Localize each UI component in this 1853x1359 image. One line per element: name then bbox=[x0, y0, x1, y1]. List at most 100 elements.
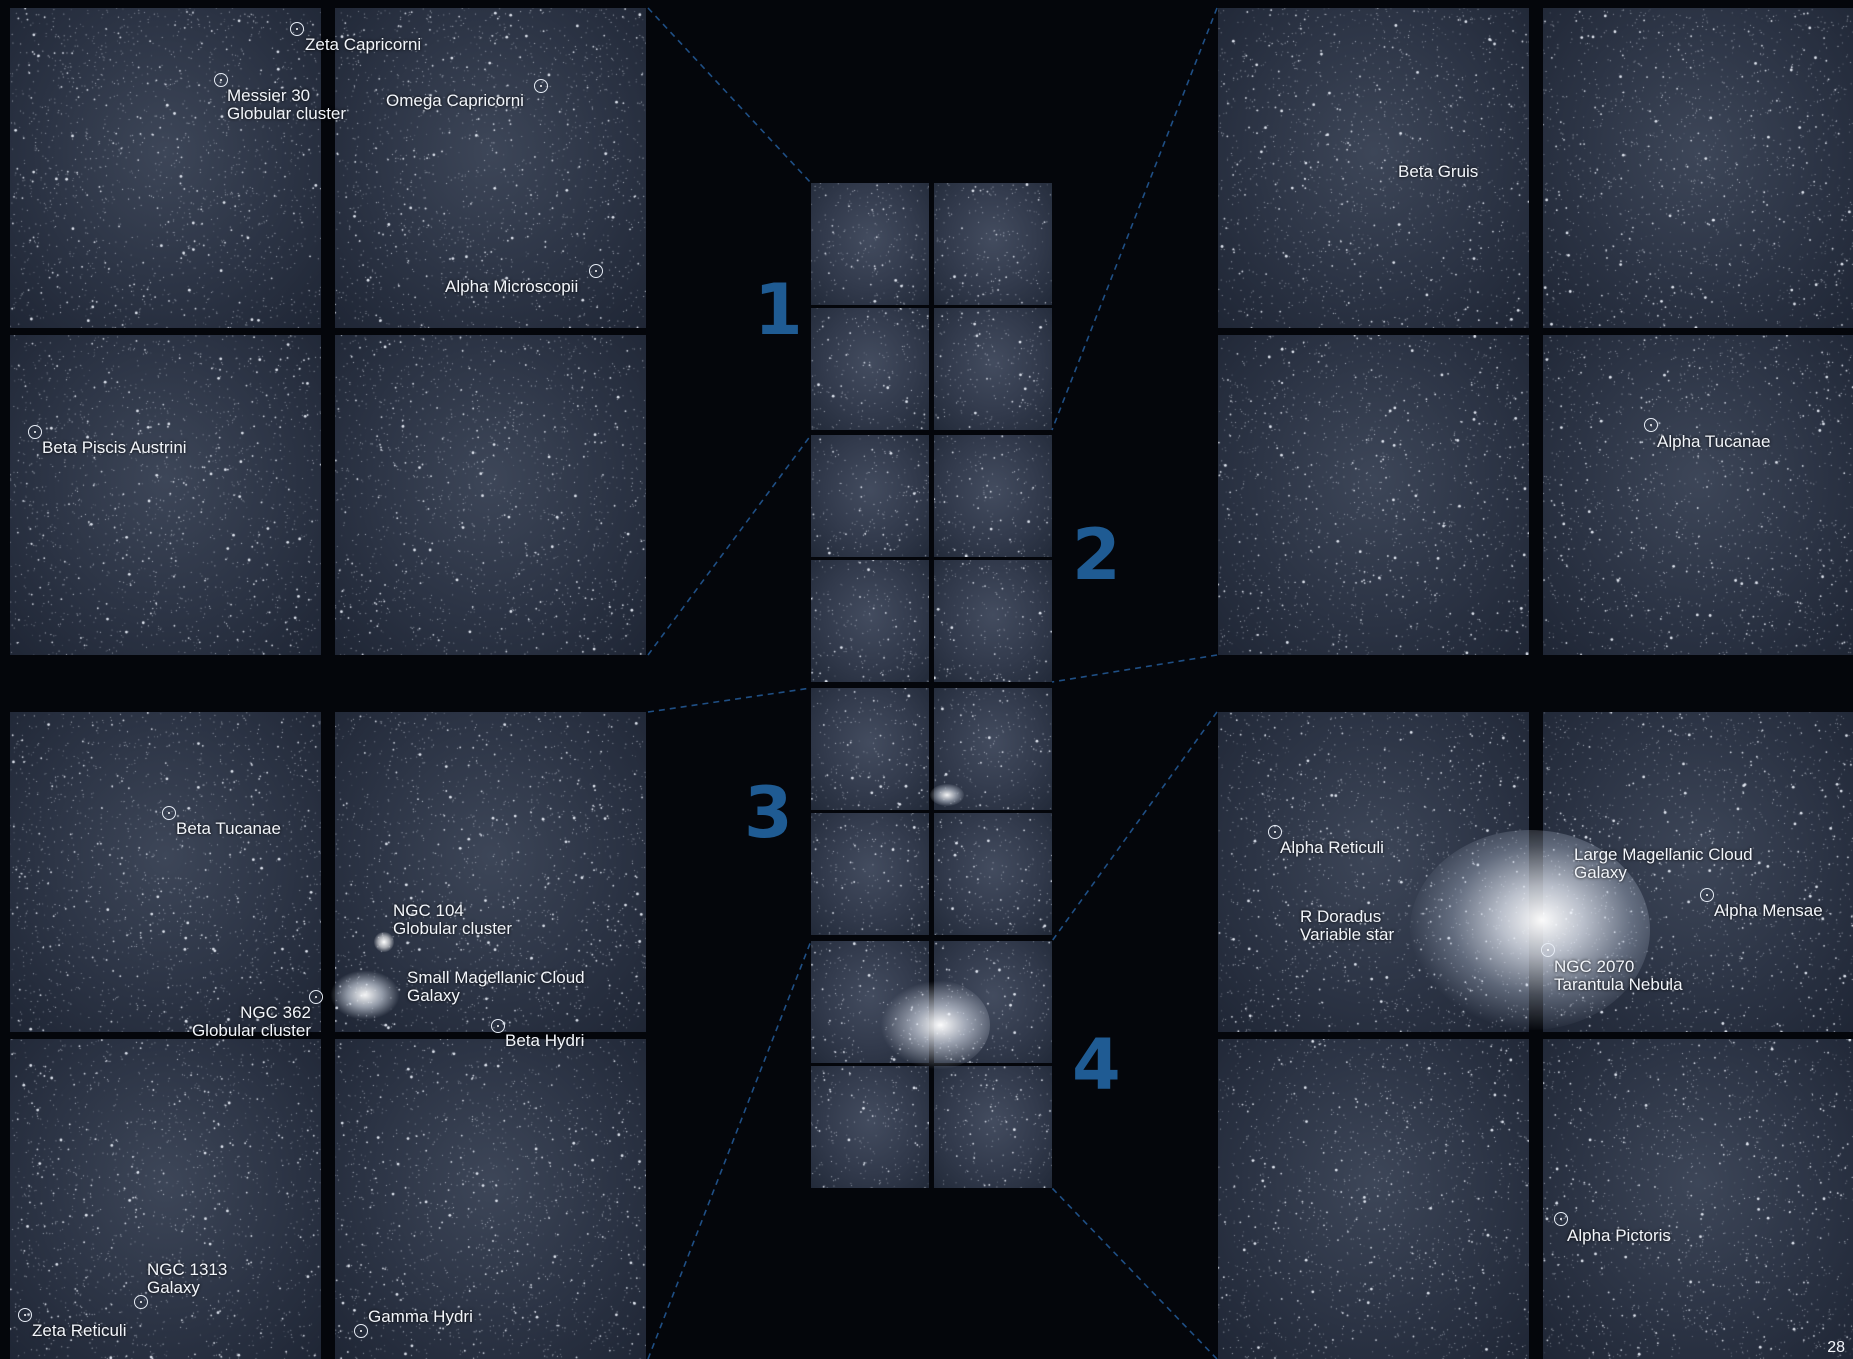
strip-cam3-ccd-2 bbox=[934, 688, 1052, 810]
gamma-hydri-label: Gamma Hydri bbox=[368, 1307, 473, 1326]
strip-cam3-ccd-1 bbox=[811, 688, 929, 810]
camera1-ccd-4 bbox=[335, 335, 646, 655]
ngc104-label: NGC 104 Globular cluster bbox=[393, 901, 513, 938]
messier-30-marker bbox=[214, 73, 228, 87]
strip-cam4-ccd-3 bbox=[811, 1066, 929, 1188]
camera2-ccd-1 bbox=[1218, 8, 1529, 328]
beta-gruis-label: Beta Gruis bbox=[1398, 162, 1479, 181]
alpha-pictoris-marker bbox=[1554, 1212, 1568, 1226]
star-field bbox=[811, 813, 929, 935]
star-field bbox=[934, 308, 1052, 430]
lmc-label: Large Magellanic Cloud Galaxy bbox=[1574, 845, 1753, 882]
page-number: 28 bbox=[1827, 1339, 1845, 1356]
beta-hydri-marker bbox=[491, 1019, 505, 1033]
strip-cam1-ccd-2 bbox=[934, 183, 1052, 305]
beta-hydri-label: Beta Hydri bbox=[505, 1031, 585, 1050]
sector-number-2: 2 bbox=[1072, 514, 1121, 596]
star-field bbox=[335, 335, 646, 655]
omega-capricorni-marker bbox=[534, 79, 548, 93]
ngc362-marker bbox=[309, 990, 323, 1004]
sector-number-3: 3 bbox=[744, 772, 793, 854]
camera2-ccd-2 bbox=[1543, 8, 1853, 328]
star-field bbox=[1218, 712, 1529, 1032]
alpha-pictoris-label: Alpha Pictoris bbox=[1567, 1226, 1671, 1245]
star-field bbox=[10, 335, 321, 655]
strip-cam3-ccd-3 bbox=[811, 813, 929, 935]
beta-piscis-austrini-label: Beta Piscis Austrini bbox=[42, 438, 187, 457]
zeta-reticuli-label: Zeta Reticuli bbox=[32, 1321, 127, 1340]
star-field bbox=[1543, 335, 1853, 655]
camera1-ccd-1 bbox=[10, 8, 321, 328]
alpha-mensae-marker bbox=[1700, 888, 1714, 902]
camera1-ccd-3 bbox=[10, 335, 321, 655]
alpha-microscopii-marker bbox=[589, 264, 603, 278]
zeta-reticuli-marker bbox=[18, 1308, 32, 1322]
alpha-reticuli-marker bbox=[1268, 825, 1282, 839]
camera4-ccd-3 bbox=[1218, 1039, 1529, 1359]
star-field bbox=[934, 560, 1052, 682]
strip-cam4-ccd-2 bbox=[934, 941, 1052, 1063]
star-field bbox=[1218, 335, 1529, 655]
strip-cam2-ccd-1 bbox=[811, 435, 929, 557]
camera2-ccd-4 bbox=[1543, 335, 1853, 655]
beta-piscis-austrini-marker bbox=[28, 425, 42, 439]
messier-30-label: Messier 30 Globular cluster bbox=[227, 86, 347, 123]
star-field bbox=[811, 435, 929, 557]
star-field bbox=[934, 813, 1052, 935]
star-field bbox=[10, 1039, 321, 1359]
smc-label: Small Magellanic Cloud Galaxy bbox=[407, 968, 585, 1005]
sector-number-1: 1 bbox=[754, 269, 803, 351]
star-field bbox=[811, 560, 929, 682]
star-field bbox=[10, 8, 321, 328]
strip-cam1-ccd-3 bbox=[811, 308, 929, 430]
ngc1313-label: NGC 1313 Galaxy bbox=[147, 1260, 228, 1297]
camera4-ccd-4 bbox=[1543, 1039, 1853, 1359]
star-field bbox=[811, 941, 929, 1063]
alpha-mensae-label: Alpha Mensae bbox=[1714, 901, 1823, 920]
alpha-tucanae-label: Alpha Tucanae bbox=[1657, 432, 1771, 451]
strip-cam4-ccd-4 bbox=[934, 1066, 1052, 1188]
ngc2070-marker bbox=[1541, 943, 1555, 957]
star-field bbox=[1543, 8, 1853, 328]
strip-cam2-ccd-2 bbox=[934, 435, 1052, 557]
strip-cam1-ccd-1 bbox=[811, 183, 929, 305]
camera4-ccd-1 bbox=[1218, 712, 1529, 1032]
gamma-hydri-marker bbox=[354, 1324, 368, 1338]
star-field bbox=[934, 688, 1052, 810]
beta-tucanae-label: Beta Tucanae bbox=[176, 819, 281, 838]
camera1-ccd-2 bbox=[335, 8, 646, 328]
star-field bbox=[1218, 8, 1529, 328]
star-field bbox=[934, 1066, 1052, 1188]
star-field bbox=[1543, 1039, 1853, 1359]
sector-number-4: 4 bbox=[1072, 1024, 1121, 1106]
strip-cam2-ccd-4 bbox=[934, 560, 1052, 682]
ngc362-label: NGC 362 Globular cluster bbox=[191, 1003, 311, 1040]
zeta-capricorni-label: Zeta Capricorni bbox=[305, 35, 422, 54]
zeta-capricorni-marker bbox=[290, 22, 304, 36]
star-field bbox=[811, 1066, 929, 1188]
star-field bbox=[811, 688, 929, 810]
camera3-ccd-4 bbox=[335, 1039, 646, 1359]
star-field bbox=[934, 941, 1052, 1063]
star-field bbox=[10, 712, 321, 1032]
star-field bbox=[1218, 1039, 1529, 1359]
camera2-ccd-3 bbox=[1218, 335, 1529, 655]
star-field bbox=[335, 1039, 646, 1359]
camera3-ccd-3 bbox=[10, 1039, 321, 1359]
strip-cam1-ccd-4 bbox=[934, 308, 1052, 430]
star-field bbox=[934, 435, 1052, 557]
camera3-ccd-1 bbox=[10, 712, 321, 1032]
alpha-tucanae-marker bbox=[1644, 418, 1658, 432]
omega-capricorni-label: Omega Capricorni bbox=[386, 91, 524, 110]
strip-cam2-ccd-3 bbox=[811, 560, 929, 682]
alpha-microscopii-label: Alpha Microscopii bbox=[445, 277, 579, 296]
star-field bbox=[934, 183, 1052, 305]
ngc1313-marker bbox=[134, 1295, 148, 1309]
ngc2070-label: NGC 2070 Tarantula Nebula bbox=[1554, 957, 1683, 994]
strip-cam4-ccd-1 bbox=[811, 941, 929, 1063]
alpha-reticuli-label: Alpha Reticuli bbox=[1280, 838, 1384, 857]
star-field bbox=[811, 308, 929, 430]
star-field bbox=[811, 183, 929, 305]
r-doradus-label: R Doradus Variable star bbox=[1300, 907, 1395, 944]
